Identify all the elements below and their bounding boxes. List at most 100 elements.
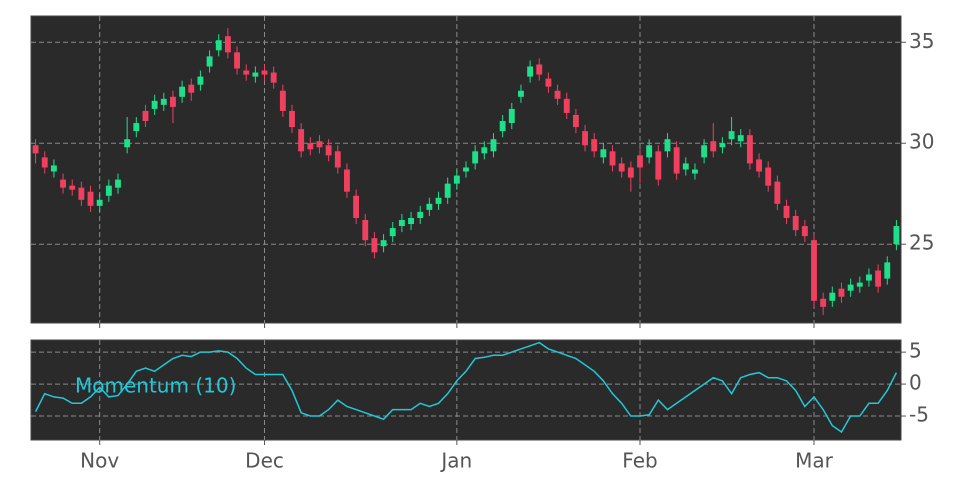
candle-body <box>728 131 735 140</box>
x-tick-label: Feb <box>622 449 657 473</box>
candle-body <box>875 270 882 287</box>
candle-body <box>582 131 588 146</box>
x-tick-label: Nov <box>80 449 119 473</box>
candle-body <box>78 187 85 200</box>
candle-body <box>252 72 259 77</box>
candle-body <box>536 64 543 75</box>
candle-body <box>426 203 433 210</box>
candle-body <box>710 141 717 152</box>
candle-body <box>87 191 94 206</box>
candle-body <box>96 199 103 206</box>
candle-body <box>408 217 414 225</box>
candle-body <box>261 70 268 75</box>
candle-body <box>298 129 305 152</box>
candle-body <box>481 147 488 154</box>
candle-body <box>527 66 534 77</box>
candle-body <box>646 145 653 158</box>
candle-body <box>765 167 772 186</box>
candle-body <box>32 145 39 154</box>
candle-body <box>124 139 131 148</box>
candle-body <box>362 219 369 241</box>
candle-body <box>224 36 231 53</box>
candle-body <box>664 139 671 152</box>
candle-body <box>206 56 213 67</box>
candle-body <box>133 123 140 132</box>
candle-body <box>316 141 323 148</box>
candle-body <box>682 163 689 170</box>
candle-body <box>60 179 66 188</box>
candle-body <box>737 135 744 142</box>
candle-body <box>811 240 817 301</box>
candle-body <box>692 169 698 174</box>
x-tick-label: Mar <box>795 449 834 473</box>
candle-body <box>838 288 845 297</box>
candle-body <box>463 167 469 172</box>
candle-body <box>380 240 387 247</box>
candle-body <box>893 226 900 245</box>
candle-body <box>188 84 195 93</box>
candle-body <box>170 96 176 107</box>
candle-body <box>499 121 506 132</box>
candle-body <box>572 114 579 128</box>
candle-body <box>756 159 762 172</box>
candle-body <box>673 147 680 174</box>
candle-body <box>289 110 295 128</box>
candle-body <box>325 145 332 156</box>
y-tick-label: 35 <box>909 29 934 53</box>
candle-body <box>847 284 854 291</box>
candle-body <box>820 298 827 307</box>
x-tick-label: Jan <box>439 449 472 473</box>
x-tick-label: Dec <box>245 449 284 473</box>
candle-body <box>344 169 350 192</box>
candle-body <box>398 219 405 227</box>
y-tick-label: -5 <box>909 403 929 427</box>
candle-body <box>243 70 250 75</box>
y-tick-label: 30 <box>909 130 934 154</box>
candle-body <box>856 282 863 287</box>
candle-body <box>160 98 167 105</box>
candle-body <box>371 238 378 253</box>
candle-body <box>600 149 607 158</box>
candle-body <box>554 90 561 99</box>
candle-body <box>884 262 891 279</box>
candle-body <box>472 151 479 164</box>
candle-body <box>151 100 158 109</box>
candle-body <box>792 215 799 231</box>
candle-body <box>866 274 872 281</box>
candle-body <box>270 72 277 83</box>
candle-body <box>435 197 442 204</box>
candle-body <box>453 175 460 184</box>
candle-body <box>701 145 708 158</box>
candle-body <box>197 76 204 85</box>
candle-body <box>783 205 790 218</box>
candle-body <box>279 90 286 111</box>
candle-body <box>618 163 625 172</box>
candle-body <box>774 181 781 204</box>
candle-body <box>591 139 598 152</box>
candle-body <box>490 139 497 152</box>
candle-body <box>389 228 396 237</box>
candle-body <box>215 40 222 51</box>
candle-body <box>655 151 662 180</box>
series-label: Momentum (10) <box>75 374 236 398</box>
candle-body <box>801 226 808 237</box>
candle-body <box>563 98 570 113</box>
y-tick-label: 25 <box>909 231 934 255</box>
candle-body <box>334 151 341 168</box>
candle-body <box>41 157 48 168</box>
candle-body <box>234 52 240 69</box>
candle-body <box>518 90 524 97</box>
candle-body <box>69 185 76 190</box>
y-tick-label: 5 <box>909 339 922 363</box>
candle-body <box>746 135 753 164</box>
candle-body <box>179 86 186 97</box>
candle-body <box>50 165 57 172</box>
candle-body <box>444 183 451 198</box>
candle-body <box>307 143 314 150</box>
candle-body <box>609 151 616 166</box>
candle-body <box>508 108 515 124</box>
candle-body <box>829 292 836 301</box>
momentum-line <box>34 341 898 434</box>
candle-body <box>637 155 643 168</box>
candle-body <box>105 185 112 196</box>
